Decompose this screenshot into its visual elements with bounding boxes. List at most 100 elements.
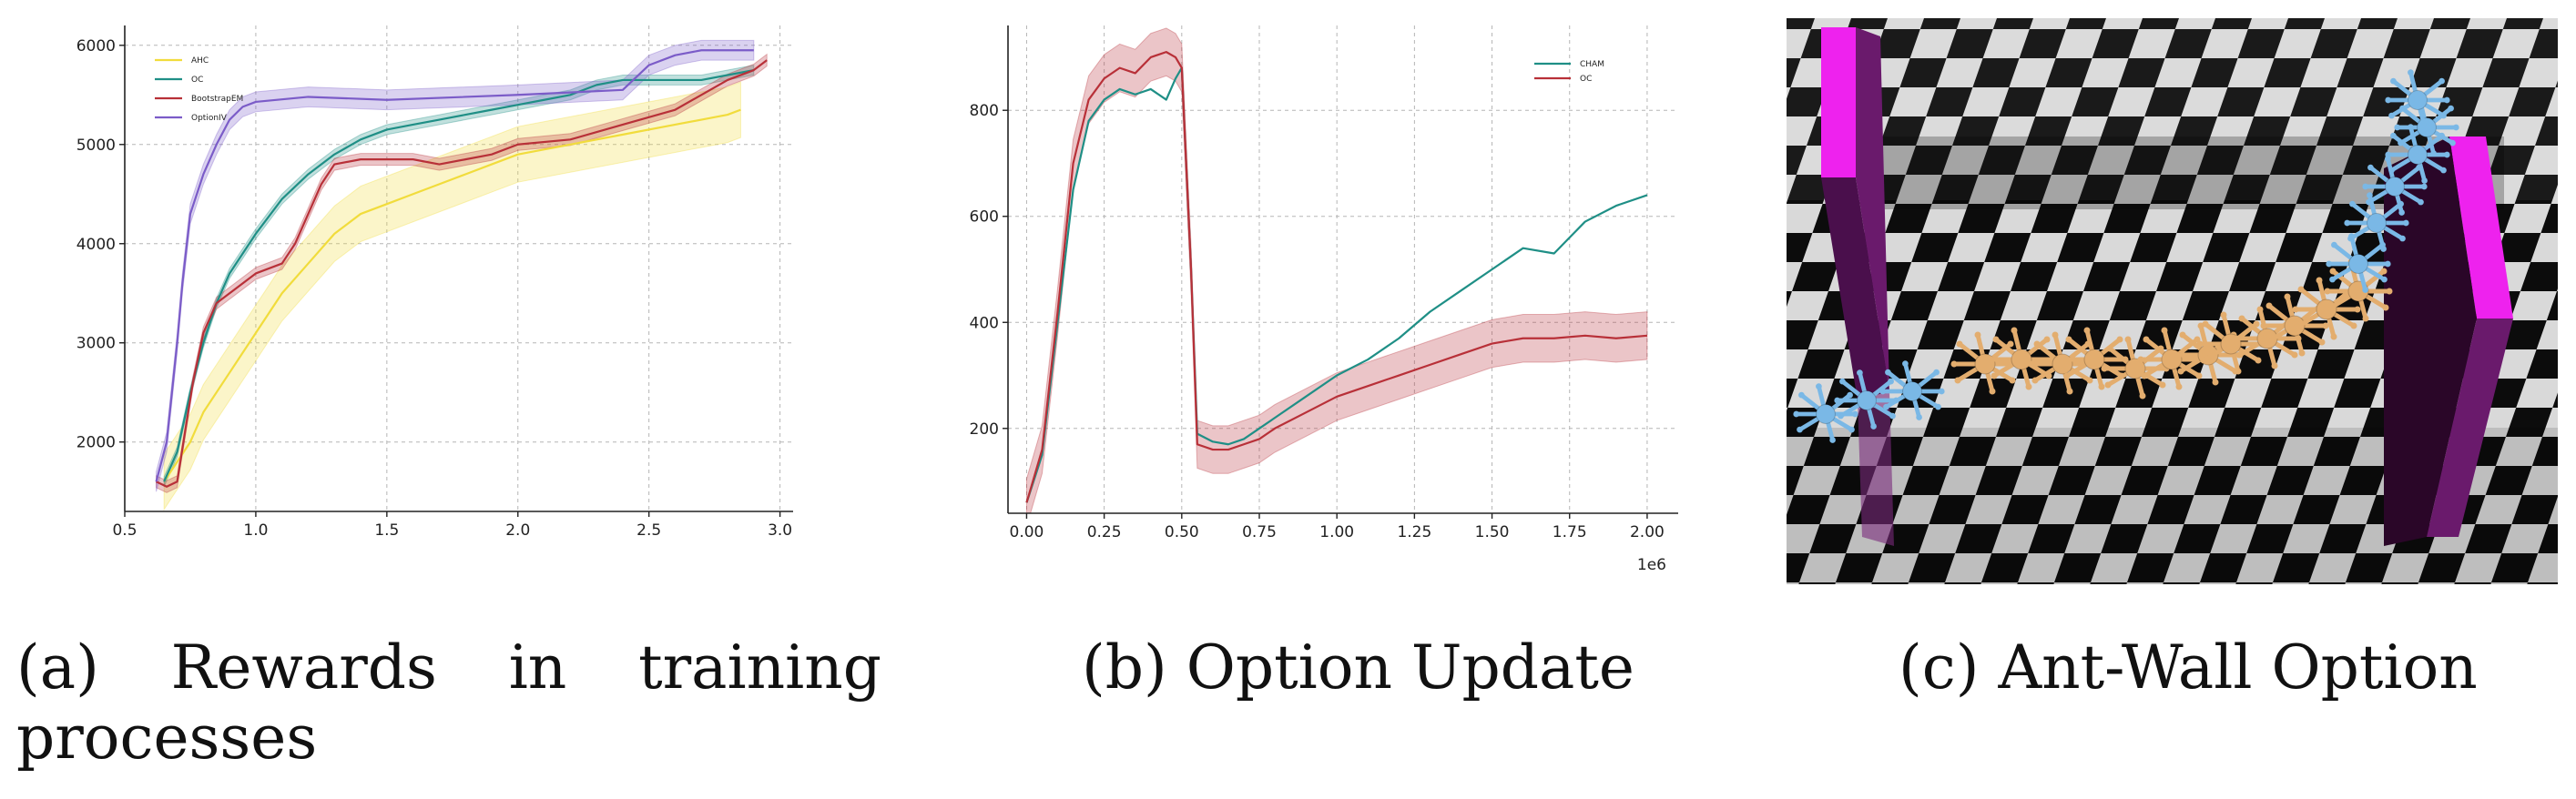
ant-foot — [2271, 362, 2278, 369]
ant-trajectory — [1793, 69, 2459, 443]
ant-body — [2284, 315, 2306, 337]
chart-b-ytick-label: 200 — [970, 420, 999, 439]
ant-foot — [2326, 260, 2333, 268]
chart-b-xtick-label: 0.75 — [1242, 523, 1277, 541]
ant-foot — [2382, 304, 2389, 311]
ant-foot — [1991, 372, 1998, 379]
chart-b-xtick-label: 1.75 — [1553, 523, 1587, 541]
ant-foot — [2318, 339, 2326, 346]
ant-foot — [2344, 219, 2351, 227]
chart-b-ticks: 0.00 0.25 0.50 0.75 1.00 1.25 1.50 1.75 2.00 200 4… — [970, 102, 1665, 541]
ant-foot — [1889, 412, 1896, 420]
chart-a-legend: AHC OC BootstrapEM OptionIV — [155, 56, 243, 123]
ant-foot — [2380, 268, 2388, 275]
ant-foot — [1870, 423, 1877, 430]
ant-foot — [2350, 322, 2357, 329]
chart-a: 0.5 1.0 1.5 2.0 2.5 3.0 2000 3000 4000 5000 6000 A… — [76, 25, 793, 540]
ant-foot — [2421, 123, 2428, 129]
chart-b-grid — [1008, 25, 1678, 513]
chart-b-xtick-label: 1.50 — [1475, 523, 1510, 541]
left-wall — [1821, 27, 1894, 546]
ant-foot — [2174, 351, 2181, 359]
ant-foot — [2124, 336, 2132, 343]
ant-figure — [1879, 360, 1945, 420]
ant-foot — [2440, 167, 2447, 174]
series-line-BootstrapEM — [156, 59, 768, 488]
ant-foot — [2354, 306, 2361, 313]
ant-foot — [2202, 320, 2209, 328]
ant-foot — [2402, 219, 2409, 227]
ant-foot — [1879, 388, 1887, 395]
ant-foot — [2367, 164, 2374, 171]
ant-foot — [2238, 315, 2245, 322]
caption-a-word1: (a) — [16, 632, 99, 703]
ant-foot — [2028, 360, 2035, 368]
chart-a-grid — [124, 25, 793, 511]
ant-foot — [2420, 183, 2428, 190]
ant-foot — [2398, 139, 2404, 147]
ant-foot — [2385, 151, 2392, 158]
ant-foot — [2104, 381, 2112, 389]
ant-foot — [2264, 339, 2271, 346]
ant-foot — [2418, 198, 2424, 206]
ant-figure — [2101, 336, 2170, 400]
ant-foot — [1829, 437, 1836, 443]
ant-foot — [2063, 372, 2071, 379]
ant-foot — [2381, 276, 2388, 283]
legend-label-OC: OC — [1580, 75, 1592, 84]
ant-foot — [2060, 356, 2067, 363]
checker-floor — [1787, 18, 2558, 584]
ant-foot — [2137, 356, 2144, 363]
chart-a-xtick-label: 1.0 — [243, 521, 268, 540]
ant-figure — [2385, 69, 2450, 129]
ant-foot — [2298, 349, 2306, 357]
ant-foot — [2398, 209, 2405, 216]
ant-foot — [1797, 426, 1803, 433]
ant-foot — [1834, 397, 1841, 404]
ant-foot — [2327, 304, 2335, 311]
ant-foot — [1857, 369, 1863, 376]
ant-foot — [2388, 167, 2395, 174]
ant-foot — [1938, 388, 1945, 395]
ant-foot — [2331, 241, 2337, 248]
ant-foot — [2101, 365, 2108, 372]
chart-a-ytick-label: 6000 — [76, 37, 116, 56]
ant-foot — [2116, 336, 2123, 343]
chart-b-xtick-label: 1.00 — [1319, 523, 1354, 541]
chart-b-x-offset: 1e6 — [1637, 556, 1666, 574]
ant-foot — [2066, 388, 2073, 395]
ant-foot — [2141, 372, 2148, 379]
ant-foot — [1885, 369, 1891, 376]
ant-foot — [2052, 331, 2059, 339]
ant-foot — [2033, 340, 2041, 348]
ant-foot — [2007, 340, 2014, 348]
ant-foot — [2347, 235, 2354, 242]
ant-foot — [2143, 336, 2150, 343]
series-line-OC — [1025, 51, 1648, 503]
chart-b-lines — [1025, 51, 1648, 503]
ant-foot — [2329, 276, 2336, 283]
ant-body — [2385, 177, 2405, 197]
ant-foot — [2322, 322, 2329, 329]
ant-foot — [2106, 345, 2113, 352]
ant-foot — [2443, 151, 2450, 158]
ant-foot — [2296, 322, 2303, 329]
series-band-OptionIV — [156, 39, 755, 492]
chart-a-xtick-label: 0.5 — [112, 521, 137, 540]
ant-foot — [2324, 288, 2331, 295]
ant-body — [2083, 349, 2105, 370]
series-line-AHC — [163, 108, 741, 482]
chart-a-xtick-label: 2.0 — [505, 521, 530, 540]
ant-foot — [2159, 381, 2166, 389]
series-band-AHC — [163, 81, 741, 511]
ant-foot — [2385, 96, 2392, 104]
ant-foot — [2297, 286, 2305, 293]
ant-foot — [2330, 333, 2337, 340]
ant-figure — [1834, 369, 1899, 430]
ant-foot — [2384, 260, 2391, 268]
chart-a-ytick-label: 5000 — [76, 137, 116, 155]
ant-foot — [2362, 315, 2369, 322]
chart-b-xtick-label: 0.25 — [1087, 523, 1122, 541]
ant-foot — [2236, 351, 2244, 359]
